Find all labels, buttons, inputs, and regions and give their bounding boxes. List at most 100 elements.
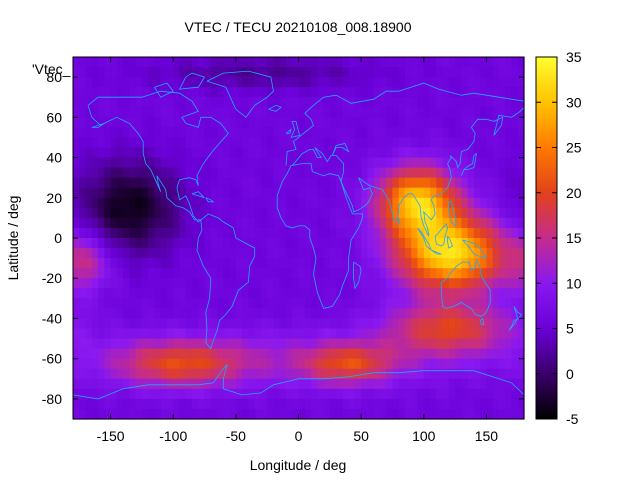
heatmap-cell xyxy=(154,378,162,390)
heatmap-cell xyxy=(204,177,212,189)
heatmap-cell xyxy=(135,398,143,410)
heatmap-cell xyxy=(442,308,450,320)
heatmap-cell xyxy=(116,127,124,139)
heatmap-cell xyxy=(267,127,275,139)
heatmap-cell xyxy=(336,177,343,189)
heatmap-cell xyxy=(492,57,500,68)
heatmap-cell xyxy=(173,57,181,68)
heatmap-cell xyxy=(492,288,500,299)
heatmap-cell xyxy=(210,258,218,269)
heatmap-cell xyxy=(141,238,149,249)
heatmap-cell xyxy=(329,388,337,400)
heatmap-cell xyxy=(348,258,356,269)
heatmap-cell xyxy=(273,268,281,279)
heatmap-cell xyxy=(173,258,181,269)
coastline-segment xyxy=(431,249,442,255)
heatmap-cell xyxy=(166,97,174,108)
heatmap-cell xyxy=(423,97,431,108)
x-tick-label: -100 xyxy=(159,428,187,444)
heatmap-cell xyxy=(135,217,143,229)
heatmap-cell xyxy=(166,117,174,128)
heatmap-cell xyxy=(361,348,368,360)
heatmap-cell xyxy=(292,107,300,118)
heatmap-cell xyxy=(292,67,300,78)
heatmap-cell xyxy=(455,77,462,88)
heatmap-cell xyxy=(192,268,199,279)
heatmap-cell xyxy=(254,187,262,199)
heatmap-cell xyxy=(173,187,181,199)
heatmap-cell xyxy=(379,207,387,219)
y-tick-label: -80 xyxy=(42,391,62,407)
heatmap-cell xyxy=(104,398,112,410)
coastline-segment xyxy=(461,152,477,176)
heatmap-cell xyxy=(329,358,337,370)
heatmap-cell xyxy=(267,238,275,249)
heatmap-cell xyxy=(386,57,394,68)
heatmap-cell xyxy=(323,338,331,350)
heatmap-cell xyxy=(110,268,118,279)
heatmap-cell xyxy=(104,147,112,159)
heatmap-cell xyxy=(185,107,193,118)
heatmap-cell xyxy=(317,338,325,350)
heatmap-cell xyxy=(91,348,99,360)
heatmap-cell xyxy=(298,157,306,169)
heatmap-cell xyxy=(242,288,249,299)
coastline-segment xyxy=(398,217,401,226)
heatmap-cell xyxy=(461,227,469,239)
heatmap-cell xyxy=(386,177,394,189)
heatmap-cell xyxy=(411,157,419,169)
coastline-segment xyxy=(440,258,491,317)
heatmap-cell xyxy=(336,258,343,269)
heatmap-cell xyxy=(392,67,400,78)
heatmap-cell xyxy=(104,187,112,199)
heatmap-cell xyxy=(285,177,293,189)
heatmap-cell xyxy=(154,338,162,350)
heatmap-cell xyxy=(91,187,99,199)
heatmap-cell xyxy=(116,358,124,370)
heatmap-cell xyxy=(229,288,237,299)
heatmap-cell xyxy=(179,107,187,118)
heatmap-cell xyxy=(104,207,112,219)
heatmap-cell xyxy=(379,378,387,390)
heatmap-cell xyxy=(110,157,118,169)
heatmap-cell xyxy=(129,238,137,249)
heatmap-cell xyxy=(160,338,168,350)
heatmap-cell xyxy=(292,197,300,209)
heatmap-cell xyxy=(279,97,287,108)
heatmap-cell xyxy=(292,358,300,370)
heatmap-cell xyxy=(235,348,243,360)
heatmap-cell xyxy=(223,227,231,239)
heatmap-cell xyxy=(210,338,218,350)
heatmap-cell xyxy=(185,238,193,249)
heatmap-cell xyxy=(185,278,193,289)
heatmap-cell xyxy=(254,117,262,128)
heatmap-cell xyxy=(411,177,419,189)
heatmap-cell xyxy=(173,147,181,159)
heatmap-cell xyxy=(98,57,105,68)
heatmap-cell xyxy=(85,137,93,149)
heatmap-cell xyxy=(91,197,99,209)
heatmap-cell xyxy=(354,308,362,320)
heatmap-cell xyxy=(166,368,174,380)
heatmap-cell xyxy=(85,348,93,360)
heatmap-cell xyxy=(430,117,437,128)
heatmap-cell xyxy=(461,408,469,420)
heatmap-cell xyxy=(317,107,325,118)
heatmap-cell xyxy=(329,157,337,169)
heatmap-cell xyxy=(430,67,437,78)
heatmap-cell xyxy=(398,328,406,340)
heatmap-cell xyxy=(311,258,318,269)
heatmap-cell xyxy=(442,348,450,360)
heatmap-cell xyxy=(304,278,312,289)
heatmap-cell xyxy=(210,328,218,340)
heatmap-cell xyxy=(442,408,450,420)
heatmap-cell xyxy=(392,298,400,309)
heatmap-cell xyxy=(430,167,437,179)
heatmap-cell xyxy=(373,227,381,239)
heatmap-cell xyxy=(417,87,425,98)
heatmap-cell xyxy=(398,298,406,309)
heatmap-cell xyxy=(455,248,462,259)
heatmap-cell xyxy=(467,207,475,219)
heatmap-cell xyxy=(79,398,87,410)
heatmap-cell xyxy=(154,217,162,229)
